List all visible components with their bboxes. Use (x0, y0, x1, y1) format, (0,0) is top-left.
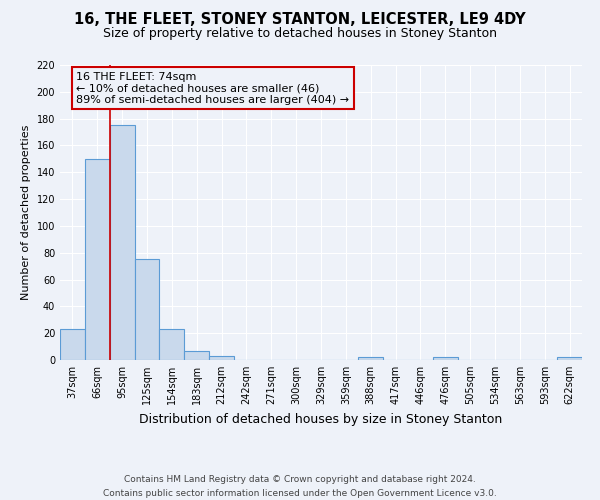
Bar (358, 358, 383, 360)
Bar (433, 358, 458, 360)
Bar (209, 356, 234, 360)
Text: 16, THE FLEET, STONEY STANTON, LEICESTER, LE9 4DY: 16, THE FLEET, STONEY STANTON, LEICESTER… (74, 12, 526, 28)
Text: Contains HM Land Registry data © Crown copyright and database right 2024.
Contai: Contains HM Land Registry data © Crown c… (103, 476, 497, 498)
Bar (110, 126, 134, 360)
Text: 16 THE FLEET: 74sqm
← 10% of detached houses are smaller (46)
89% of semi-detach: 16 THE FLEET: 74sqm ← 10% of detached ho… (76, 72, 349, 105)
Y-axis label: Number of detached properties: Number of detached properties (21, 125, 31, 300)
Bar (160, 329, 184, 360)
Text: Size of property relative to detached houses in Stoney Stanton: Size of property relative to detached ho… (103, 28, 497, 40)
Bar (184, 350, 209, 360)
X-axis label: Distribution of detached houses by size in Stoney Stanton: Distribution of detached houses by size … (139, 412, 503, 426)
Bar (557, 358, 582, 360)
Bar (60, 329, 85, 360)
Bar (85, 159, 110, 360)
Bar (134, 260, 160, 360)
